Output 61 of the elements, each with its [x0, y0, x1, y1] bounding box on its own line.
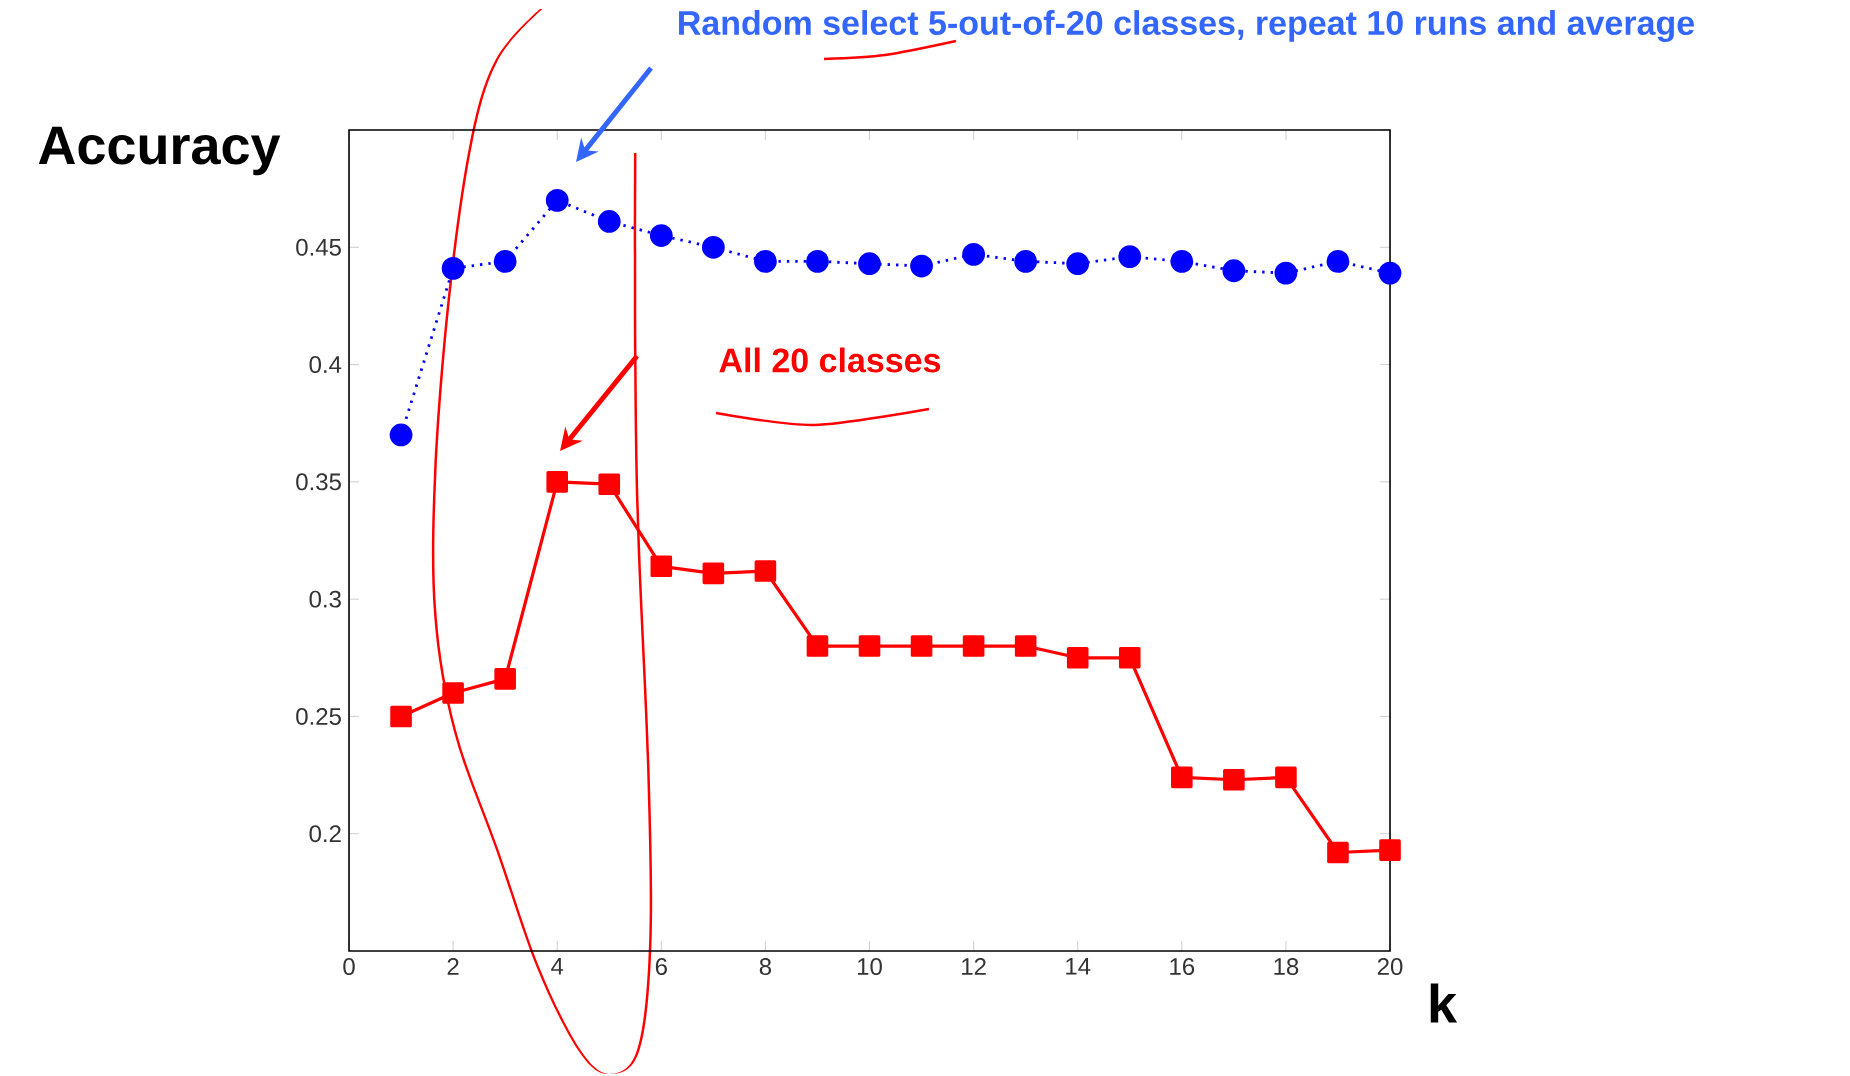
point: [1171, 766, 1193, 789]
point: [962, 635, 985, 657]
y-tick-label: 0.25: [296, 707, 341, 725]
point: [545, 188, 569, 212]
x-tick-label: 10: [857, 958, 882, 976]
point: [1014, 635, 1037, 657]
x-tick-label: 6: [655, 958, 667, 976]
point: [1222, 259, 1246, 283]
x-tick-label: 16: [1170, 958, 1195, 976]
text: Random select 5-out-of-20 classes, repeat 10 runs and average: [679, 10, 1695, 42]
point: [806, 249, 829, 273]
y-tick-label: 0.2: [309, 825, 341, 843]
point: [598, 473, 621, 495]
point: [650, 555, 673, 578]
y-tick-label: 0.35: [296, 473, 341, 491]
point: [597, 210, 621, 233]
x-tick-label: 18: [1274, 958, 1299, 976]
point: [1274, 261, 1298, 285]
point: [910, 635, 933, 657]
x-tick-label: 14: [1066, 958, 1091, 975]
x-axis-title: k: [1430, 983, 1458, 1023]
point: [493, 249, 517, 273]
point: [1327, 841, 1349, 864]
x-tick-label: 8: [759, 958, 772, 976]
y-axis-title: Accuracy: [38, 126, 281, 176]
x-tick-label: 0: [343, 958, 355, 976]
point: [1326, 249, 1350, 273]
point: [1379, 839, 1401, 861]
x-tick-label: 12: [962, 958, 986, 975]
point: [754, 560, 777, 582]
point: [494, 668, 516, 690]
annotation: All 20 classes: [719, 347, 941, 373]
point: [858, 635, 881, 657]
point: [1014, 249, 1038, 273]
point: [1378, 261, 1402, 285]
point: [389, 423, 413, 447]
point: [910, 254, 933, 278]
point: [754, 249, 777, 273]
point: [702, 562, 725, 585]
point: [1275, 766, 1297, 789]
point: [1118, 646, 1141, 669]
x-tick-label: 20: [1377, 958, 1403, 976]
y-tick-label: 0.4: [309, 356, 342, 374]
point: [806, 635, 829, 657]
x-tick-label: 4: [551, 958, 564, 975]
point: [701, 235, 725, 259]
point: [1170, 249, 1194, 273]
point: [441, 256, 465, 280]
point: [442, 682, 464, 704]
x-tick-label: 2: [447, 958, 459, 975]
point: [649, 224, 673, 247]
point: [962, 242, 986, 266]
point: [390, 705, 412, 728]
y-tick-label: 0.45: [296, 238, 341, 256]
point: [1066, 252, 1090, 276]
point: [1066, 646, 1089, 669]
point: [858, 252, 881, 276]
point: [1118, 245, 1142, 269]
point: [546, 471, 569, 493]
y-tick-label: 0.3: [309, 590, 341, 608]
point: [1223, 768, 1245, 791]
